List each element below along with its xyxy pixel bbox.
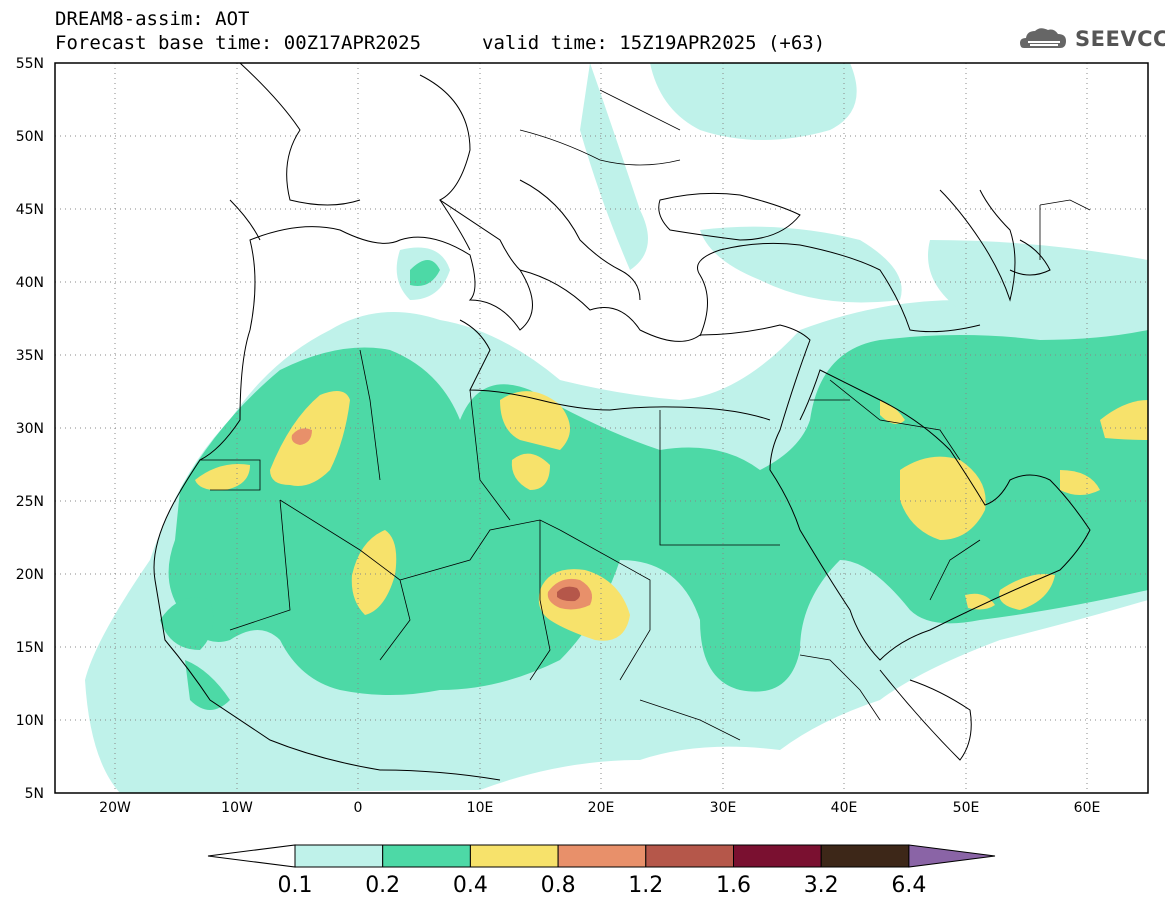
colorbar-high-arrow xyxy=(908,844,996,868)
aot-level-1.2 xyxy=(557,586,581,602)
colorbar-label: 0.1 xyxy=(278,873,313,898)
aot-level-0.4 xyxy=(195,391,1148,641)
colorbar-labels: 0.1 0.2 0.4 0.8 1.2 1.6 3.2 6.4 xyxy=(278,873,927,898)
lon-tick: 10W xyxy=(221,800,253,816)
base-time: Forecast base time: 00Z17APR2025 xyxy=(55,32,422,54)
lat-tick: 35N xyxy=(16,348,44,364)
colorbar-label: 0.2 xyxy=(365,873,400,898)
colorbar-swatch xyxy=(645,844,734,868)
colorbar-swatch xyxy=(294,844,384,868)
lon-tick: 30E xyxy=(710,800,737,816)
aot-field xyxy=(85,63,1148,793)
colorbar-label: 1.6 xyxy=(716,873,751,898)
lon-tick: 0 xyxy=(354,800,363,816)
colorbar-label: 6.4 xyxy=(891,873,926,898)
colorbar-swatch xyxy=(733,844,822,868)
colorbar-label: 3.2 xyxy=(804,873,839,898)
map-frame xyxy=(54,62,1149,794)
lat-tick: 15N xyxy=(16,640,44,656)
colorbar-swatch xyxy=(557,844,647,868)
colorbar xyxy=(207,844,996,868)
lat-tick: 20N xyxy=(16,567,44,583)
coastlines xyxy=(153,63,1091,781)
colorbar-label: 0.8 xyxy=(541,873,576,898)
lat-tick: 25N xyxy=(16,494,44,510)
colorbar-low-arrow xyxy=(207,844,296,868)
colorbar-swatch xyxy=(382,844,471,868)
cloud-icon xyxy=(1020,28,1066,48)
lat-tick: 10N xyxy=(16,713,44,729)
colorbar-label: 0.4 xyxy=(453,873,488,898)
borders xyxy=(200,89,1091,741)
lon-tick: 50E xyxy=(953,800,980,816)
colorbar-swatch xyxy=(820,844,910,868)
logo-text: SEEVCCC xyxy=(1075,27,1165,51)
colorbar-label: 1.2 xyxy=(628,873,663,898)
lat-tick: 30N xyxy=(16,421,44,437)
lon-tick: 20E xyxy=(588,800,615,816)
lon-tick: 60E xyxy=(1074,800,1101,816)
lat-tick: 40N xyxy=(16,275,44,291)
lat-tick: 5N xyxy=(25,786,44,802)
valid-time: valid time: 15Z19APR2025 (+63) xyxy=(482,32,826,54)
lon-axis: 20W 10W 0 10E 20E 30E 40E 50E 60E xyxy=(99,800,1100,816)
lon-tick: 40E xyxy=(831,800,858,816)
map-title: DREAM8-assim: AOT xyxy=(55,8,250,30)
lat-axis: 55N 50N 45N 40N 35N 30N 25N 20N 15N 10N … xyxy=(16,56,44,802)
lon-tick: 10E xyxy=(467,800,494,816)
colorbar-swatch xyxy=(469,844,559,868)
lat-tick: 45N xyxy=(16,202,44,218)
lat-tick: 50N xyxy=(16,129,44,145)
map-gridlines xyxy=(55,63,1148,793)
lon-tick: 20W xyxy=(99,800,131,816)
lat-tick: 55N xyxy=(16,56,44,72)
